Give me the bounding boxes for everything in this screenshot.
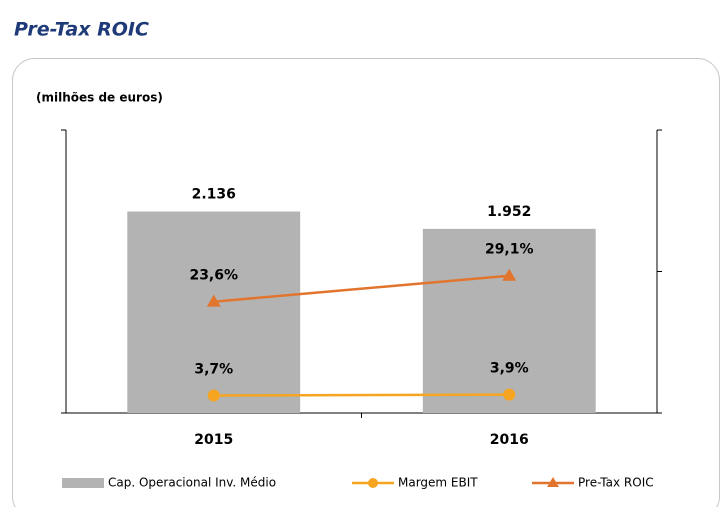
legend-label: Cap. Operacional Inv. Médio <box>108 476 276 490</box>
subtitle: (milhões de euros) <box>36 91 163 105</box>
data-label: 3,7% <box>194 362 233 378</box>
data-label: 29,1% <box>485 242 534 258</box>
legend-label: Pre-Tax ROIC <box>578 476 654 490</box>
x-tick-label: 2016 <box>490 432 529 448</box>
chart-title: Pre-Tax ROIC <box>14 19 149 41</box>
data-label: 23,6% <box>189 268 238 284</box>
bar <box>422 228 596 413</box>
data-label: 3,9% <box>490 361 529 377</box>
line <box>213 393 510 397</box>
panel-border <box>12 58 720 507</box>
legend-swatch <box>62 478 104 488</box>
marker <box>503 388 516 401</box>
legend-marker <box>547 477 559 487</box>
legend-marker <box>368 478 378 488</box>
data-label: 2.136 <box>192 187 236 203</box>
marker <box>206 294 221 307</box>
line <box>213 274 510 303</box>
marker <box>207 389 220 402</box>
x-tick-label: 2015 <box>194 432 233 448</box>
data-label: 1.952 <box>487 204 531 220</box>
bar <box>127 211 301 413</box>
marker <box>502 268 517 281</box>
legend-label: Margem EBIT <box>398 476 478 490</box>
